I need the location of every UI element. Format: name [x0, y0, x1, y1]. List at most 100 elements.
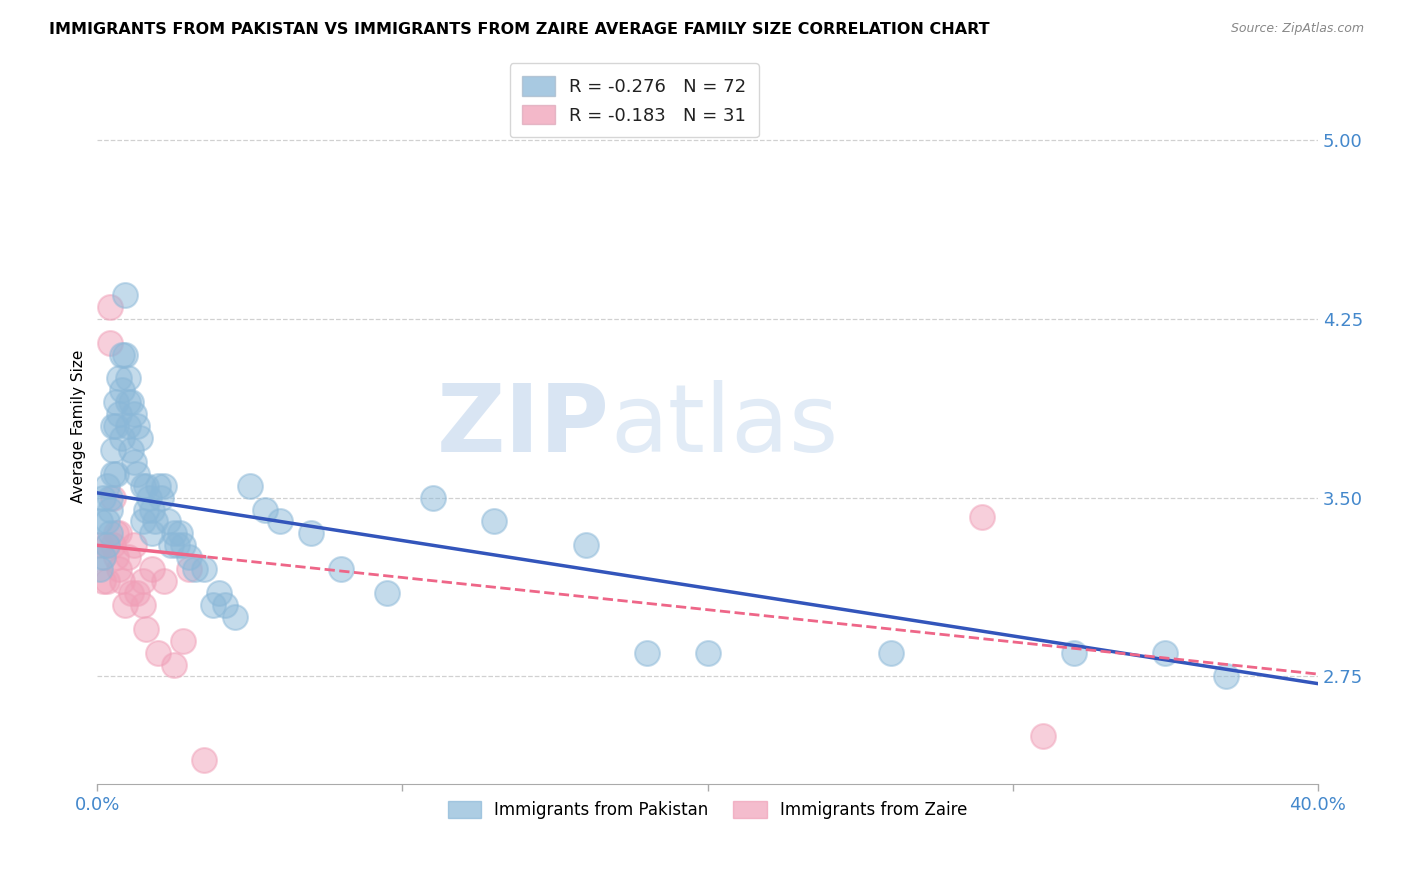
Text: Source: ZipAtlas.com: Source: ZipAtlas.com	[1230, 22, 1364, 36]
Point	[104, 419, 127, 434]
Text: atlas: atlas	[610, 380, 838, 472]
Point	[101, 467, 124, 481]
Point	[696, 646, 718, 660]
Point	[169, 526, 191, 541]
Point	[224, 610, 246, 624]
Point	[107, 407, 129, 421]
Point	[375, 586, 398, 600]
Point	[135, 502, 157, 516]
Point	[101, 491, 124, 505]
Point	[89, 538, 111, 552]
Point	[111, 348, 134, 362]
Point	[117, 371, 139, 385]
Point	[1063, 646, 1085, 660]
Point	[117, 419, 139, 434]
Point	[1215, 669, 1237, 683]
Point	[148, 479, 170, 493]
Point	[172, 538, 194, 552]
Point	[114, 288, 136, 302]
Point	[193, 562, 215, 576]
Point	[132, 574, 155, 588]
Point	[101, 442, 124, 457]
Point	[202, 598, 225, 612]
Point	[1154, 646, 1177, 660]
Point	[125, 419, 148, 434]
Point	[120, 395, 142, 409]
Point	[214, 598, 236, 612]
Point	[98, 491, 121, 505]
Point	[141, 526, 163, 541]
Point	[125, 467, 148, 481]
Point	[96, 574, 118, 588]
Point	[104, 550, 127, 565]
Point	[122, 538, 145, 552]
Point	[96, 479, 118, 493]
Point	[93, 550, 115, 565]
Point	[104, 467, 127, 481]
Point	[93, 550, 115, 565]
Point	[98, 526, 121, 541]
Point	[114, 348, 136, 362]
Point	[96, 538, 118, 552]
Point	[150, 491, 173, 505]
Point	[98, 335, 121, 350]
Point	[96, 515, 118, 529]
Point	[636, 646, 658, 660]
Point	[172, 633, 194, 648]
Point	[117, 395, 139, 409]
Point	[96, 538, 118, 552]
Point	[299, 526, 322, 541]
Point	[422, 491, 444, 505]
Point	[132, 598, 155, 612]
Point	[177, 550, 200, 565]
Point	[114, 598, 136, 612]
Point	[143, 515, 166, 529]
Point	[162, 657, 184, 672]
Point	[330, 562, 353, 576]
Point	[117, 550, 139, 565]
Point	[101, 538, 124, 552]
Legend: Immigrants from Pakistan, Immigrants from Zaire: Immigrants from Pakistan, Immigrants fro…	[441, 794, 974, 825]
Point	[135, 479, 157, 493]
Point	[141, 502, 163, 516]
Point	[177, 562, 200, 576]
Point	[120, 442, 142, 457]
Point	[141, 562, 163, 576]
Point	[111, 384, 134, 398]
Point	[111, 431, 134, 445]
Point	[879, 646, 901, 660]
Point	[107, 526, 129, 541]
Point	[1032, 729, 1054, 743]
Point	[93, 574, 115, 588]
Point	[129, 431, 152, 445]
Point	[89, 515, 111, 529]
Point	[138, 491, 160, 505]
Point	[125, 586, 148, 600]
Point	[148, 646, 170, 660]
Point	[104, 395, 127, 409]
Point	[101, 419, 124, 434]
Point	[239, 479, 262, 493]
Point	[135, 622, 157, 636]
Point	[89, 562, 111, 576]
Point	[98, 300, 121, 314]
Point	[122, 455, 145, 469]
Text: IMMIGRANTS FROM PAKISTAN VS IMMIGRANTS FROM ZAIRE AVERAGE FAMILY SIZE CORRELATIO: IMMIGRANTS FROM PAKISTAN VS IMMIGRANTS F…	[49, 22, 990, 37]
Point	[162, 526, 184, 541]
Point	[153, 479, 176, 493]
Point	[120, 586, 142, 600]
Point	[159, 538, 181, 552]
Point	[972, 509, 994, 524]
Point	[156, 515, 179, 529]
Point	[166, 538, 188, 552]
Point	[184, 562, 207, 576]
Y-axis label: Average Family Size: Average Family Size	[72, 350, 86, 503]
Point	[104, 526, 127, 541]
Point	[107, 562, 129, 576]
Point	[107, 371, 129, 385]
Point	[132, 515, 155, 529]
Point	[574, 538, 596, 552]
Point	[254, 502, 277, 516]
Text: ZIP: ZIP	[437, 380, 610, 472]
Point	[111, 574, 134, 588]
